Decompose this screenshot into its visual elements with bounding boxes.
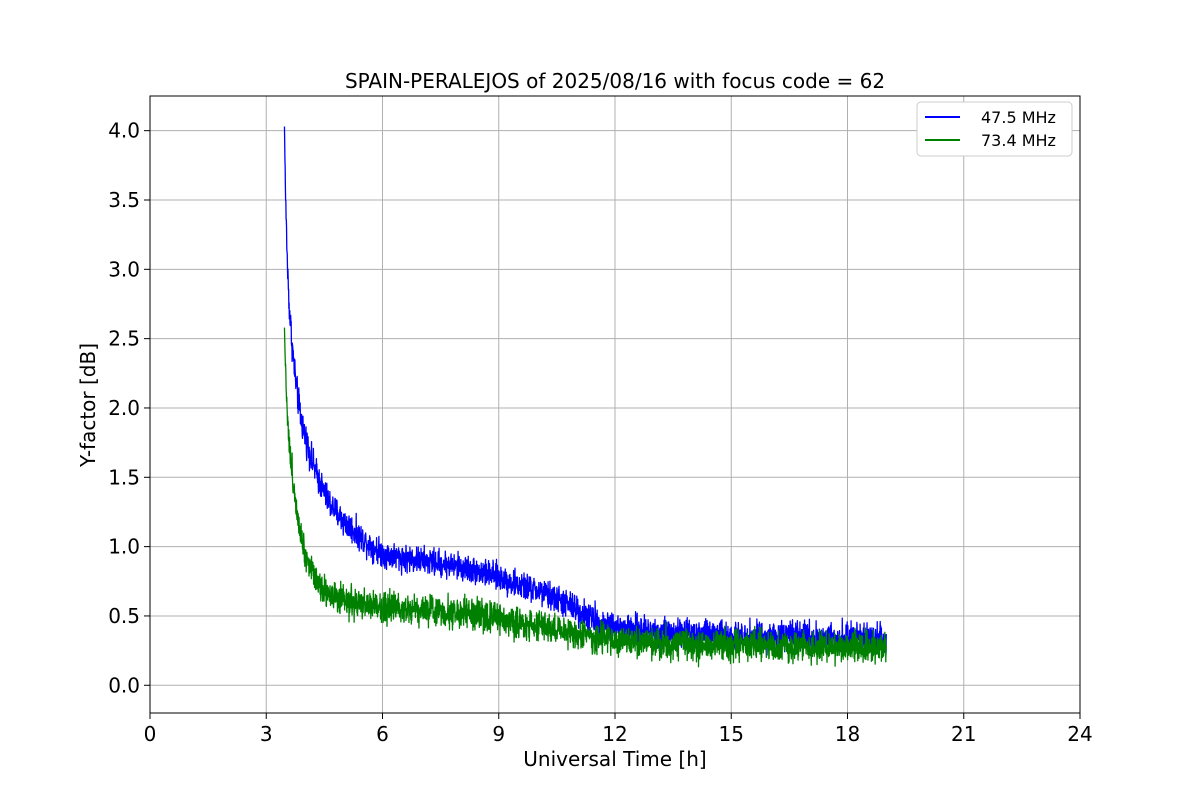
x-tick-label: 24 [1067,722,1092,746]
x-tick-label: 21 [951,722,976,746]
x-tick-label: 6 [376,722,389,746]
y-tick-label: 0.5 [108,604,140,628]
y-tick-label: 1.5 [108,465,140,489]
y-axis-label: Y-factor [dB] [76,343,100,468]
series-layer [283,126,887,668]
legend: 47.5 MHz 73.4 MHz [916,101,1073,157]
y-tick-label: 2.0 [108,396,140,420]
y-tick-label: 3.5 [108,188,140,212]
y-tick-label: 2.5 [108,327,140,351]
legend-label-73-4: 73.4 MHz [981,131,1056,150]
y-tick-label: 1.0 [108,535,140,559]
ticks: 0 3 6 9 12 15 18 21 24 0.0 0.5 1.0 1.5 2.0 2.5 3.0 3.5 4.… [108,119,1093,746]
x-tick-label: 18 [835,722,860,746]
series-line-73-4-mhz [283,327,887,668]
y-tick-label: 4.0 [108,119,140,143]
legend-box [916,101,1073,157]
chart-title: SPAIN-PERALEJOS of 2025/08/16 with focus… [345,69,885,93]
x-tick-label: 12 [602,722,627,746]
y-tick-label: 0.0 [108,673,140,697]
legend-label-47-5: 47.5 MHz [981,108,1056,127]
x-tick-label: 0 [144,722,157,746]
x-axis-label: Universal Time [h] [523,747,706,771]
x-tick-label: 9 [492,722,505,746]
x-tick-label: 15 [719,722,744,746]
y-tick-label: 3.0 [108,257,140,281]
x-tick-label: 3 [260,722,273,746]
grid [149,96,1081,713]
series-line-47-5-mhz [283,126,887,657]
